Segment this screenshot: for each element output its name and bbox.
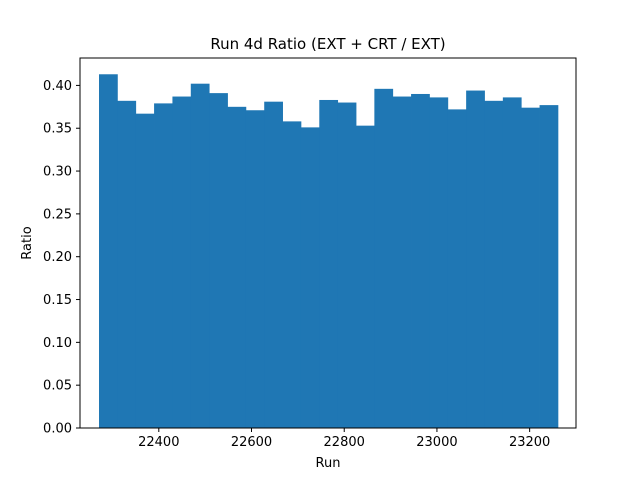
y-tick-label: 0.05: [43, 379, 72, 394]
histogram-bar: [521, 107, 540, 429]
y-tick-label: 0.25: [43, 207, 72, 222]
histogram-bar: [190, 83, 210, 428]
y-tick-label: 0.20: [43, 250, 72, 265]
y-tick-label: 0.10: [43, 336, 72, 351]
histogram-bar: [117, 100, 137, 428]
histogram-bar: [411, 93, 430, 428]
histogram-bar: [319, 99, 339, 428]
histogram-bar: [227, 106, 247, 428]
histogram-bar: [337, 102, 357, 428]
histogram-bar: [539, 105, 559, 429]
histogram-bar: [392, 96, 412, 428]
histogram-bar: [172, 96, 192, 428]
histogram-bar: [447, 109, 467, 428]
bars-group: [99, 74, 559, 429]
histogram-bar: [209, 93, 228, 429]
histogram-bar: [374, 88, 394, 428]
chart-title: Run 4d Ratio (EXT + CRT / EXT): [210, 35, 445, 53]
histogram-bar: [300, 127, 320, 429]
histogram-bar: [356, 125, 375, 428]
x-tick-label: 23200: [509, 435, 550, 450]
y-axis-ticks: 0.00 0.05 0.10 0.15 0.20 0.25 0.30 0.35 0.40: [43, 79, 80, 437]
histogram-bar: [429, 97, 449, 429]
y-tick-label: 0.35: [43, 122, 72, 137]
histogram-bar: [245, 110, 265, 428]
x-tick-label: 23000: [416, 435, 457, 450]
histogram-bar: [502, 97, 522, 429]
x-tick-label: 22800: [324, 435, 365, 450]
histogram-bar: [154, 103, 173, 428]
histogram-bar: [484, 100, 504, 428]
histogram-bar: [264, 101, 283, 429]
histogram-bar: [282, 121, 302, 428]
histogram-bar: [135, 113, 155, 429]
y-tick-label: 0.40: [43, 79, 72, 94]
y-tick-label: 0.00: [43, 422, 72, 437]
plot-frame: [79, 57, 577, 429]
x-axis-label: Run: [316, 456, 341, 471]
y-tick-label: 0.15: [43, 293, 72, 308]
x-tick-label: 22400: [138, 435, 179, 450]
histogram-bar: [99, 74, 118, 429]
x-tick-label: 22600: [231, 435, 272, 450]
y-tick-label: 0.30: [43, 165, 72, 180]
y-axis-label: Ratio: [20, 226, 35, 259]
histogram-bar: [466, 90, 485, 429]
x-axis-ticks: 22400 22600 22800 23000 23200: [138, 428, 550, 450]
